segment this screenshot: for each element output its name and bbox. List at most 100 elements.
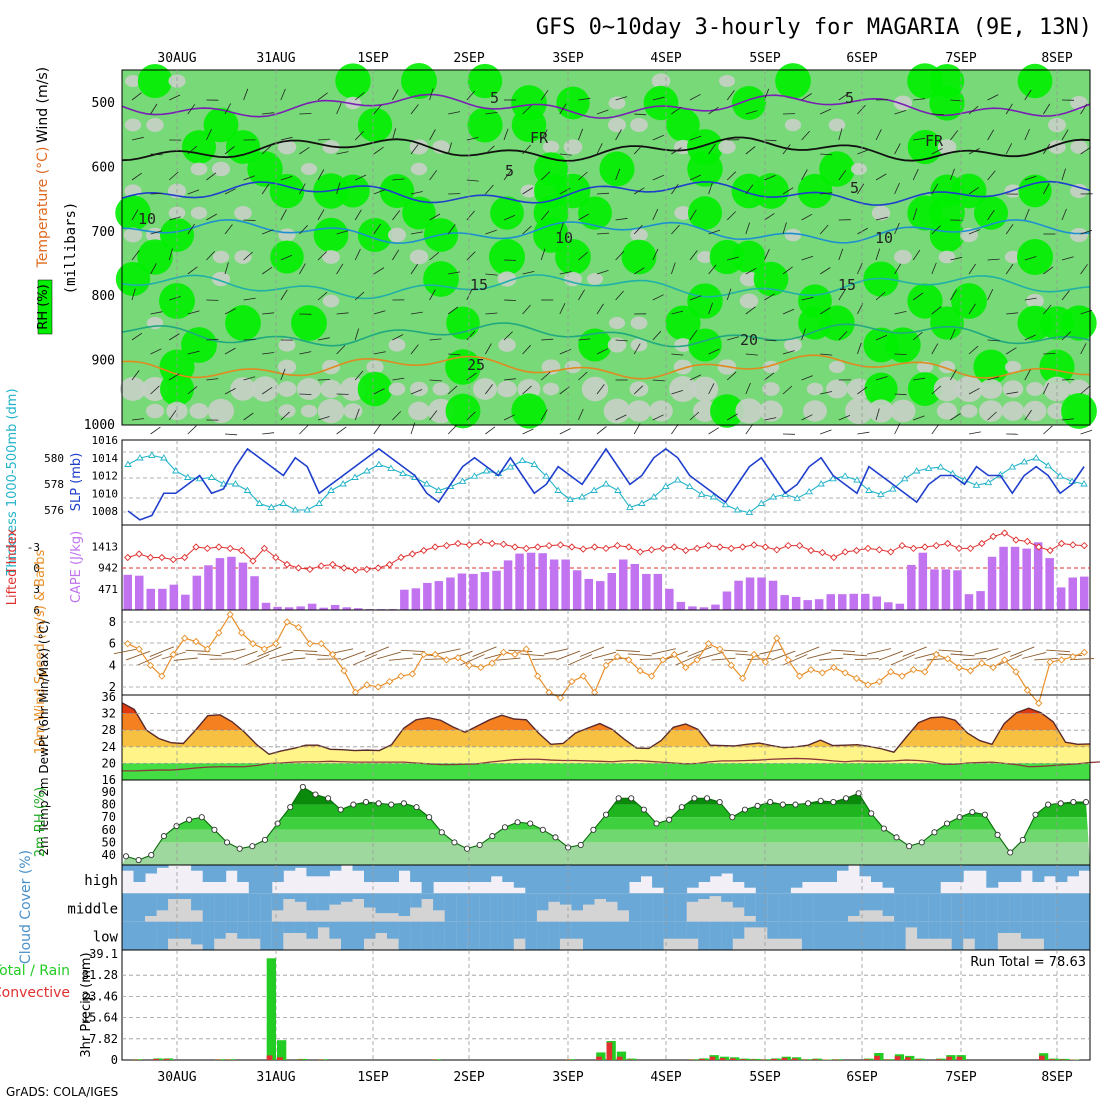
- wind-barb-37-7: [820, 391, 832, 395]
- lifted-index-point-49: [682, 546, 690, 555]
- wind-barb-12-3: [354, 209, 362, 221]
- cape-bar-68: [907, 564, 916, 610]
- wind-barb-29-8: [671, 423, 679, 435]
- thickness-point-64: [889, 485, 897, 492]
- wind-barb-18-1: [466, 137, 479, 141]
- cloud-low_pct-50: [698, 921, 711, 950]
- rh-point-23: [413, 804, 420, 811]
- cloud-middle_pct-bg-14: [283, 893, 296, 922]
- cloud-low_pct-bg-17: [317, 921, 330, 950]
- wind-barb-31-5: [708, 302, 713, 315]
- rh-patch-106: [542, 382, 560, 396]
- wind-barb-29-3: [671, 224, 680, 235]
- rh-point-2: [148, 851, 155, 859]
- rh-patch-49: [296, 377, 322, 401]
- cloud-middle_pct-49: [686, 893, 699, 902]
- wind-speed-point-84: [1080, 648, 1088, 656]
- thickness-point-57: [805, 487, 813, 495]
- cape-bar-60: [814, 599, 824, 610]
- wind-barb-11-8: [336, 426, 347, 435]
- surface-wind-barb-23: [388, 657, 413, 661]
- wind-axis-label: 10m Wind Speed (m/s) & Barbs: [33, 549, 48, 754]
- rh-point-9: [236, 845, 243, 852]
- cloud-high_pct-52: [721, 865, 734, 874]
- rh-patch-138: [673, 359, 693, 375]
- lifted-index-point-32: [488, 539, 496, 548]
- wind-speed-point-83: [1069, 653, 1077, 661]
- wind-speed-point-73: [955, 663, 963, 672]
- precip-tick-label-5: 0: [111, 1053, 118, 1067]
- thickness-point-32: [506, 463, 515, 470]
- precip-convective-bar-56: [699, 1058, 705, 1060]
- lifted-index-point-38: [556, 541, 565, 549]
- pressure-tick-label-3: 800: [92, 289, 115, 304]
- wind-barb-47-5: [1006, 312, 1019, 315]
- rh-patch-109: [555, 173, 591, 209]
- cloud-low_pct-18: [329, 921, 342, 939]
- wind-barb-44-8: [950, 413, 961, 421]
- rh-patch-20: [160, 372, 194, 406]
- wind-barb-33-0: [745, 110, 758, 115]
- wind-barb-19-7: [485, 384, 493, 395]
- cloud-middle_pct-43: [617, 893, 630, 911]
- contour-label-4: 5: [505, 162, 514, 180]
- wind-barb-39-0: [857, 104, 866, 115]
- lifted-index-point-53: [727, 544, 735, 553]
- wind-barb-22-3: [540, 210, 550, 221]
- precip-total-bar-17: [297, 1058, 307, 1060]
- cloud-low_pct-12: [260, 921, 273, 950]
- thickness-point-50: [721, 500, 730, 508]
- rh-tick-label-5: 40: [102, 848, 116, 862]
- wind-barb-34-2: [764, 175, 776, 181]
- surface-wind-barb-38: [567, 654, 593, 666]
- lifted-index-tick-label-3: 6: [33, 604, 40, 617]
- contour-label-1: 5: [845, 89, 854, 107]
- wind-speed-point-50: [693, 656, 701, 664]
- cloud-high_pct-32: [490, 865, 503, 877]
- wind-speed-point-19: [340, 667, 348, 675]
- rh-patch-210: [955, 375, 983, 403]
- wind-barb-50-1: [1061, 129, 1069, 141]
- wind-speed-point-0: [124, 640, 132, 648]
- cloud-middle_pct-58: [790, 893, 803, 922]
- cloud-high_pct-11: [248, 865, 261, 894]
- wind-barb-41-6: [894, 353, 907, 355]
- rh-patch-203: [930, 306, 964, 340]
- rh-point-48: [729, 814, 736, 821]
- pressure-tick-label-5: 1000: [84, 418, 115, 433]
- top-date-label-8: 7SEP: [945, 51, 976, 66]
- rh-point-64: [931, 829, 938, 836]
- rh-patch-17: [159, 218, 195, 252]
- rh-point-25: [438, 829, 445, 836]
- precip-tick-label-2: 23.46: [82, 989, 118, 1003]
- wind-barb-17-7: [447, 385, 458, 395]
- lifted-index-point-67: [887, 548, 895, 556]
- cloud-low_pct-27: [433, 921, 446, 950]
- rh-patch-13: [145, 403, 165, 419]
- wind-speed-point-75: [978, 659, 986, 667]
- rh-patch-188: [885, 327, 921, 363]
- wind-speed-point-64: [852, 674, 861, 682]
- precip-convective-bar-79: [936, 1059, 942, 1060]
- wind-barb-30-0: [689, 93, 701, 101]
- lifted-index-point-72: [944, 539, 952, 548]
- cape-bar-28: [446, 577, 455, 610]
- wind-barb-44-2: [950, 168, 955, 181]
- surface-wind-barb-19: [340, 650, 366, 661]
- bottom-date-label-8: 7SEP: [945, 1070, 976, 1085]
- surface-wind-barb-32: [496, 657, 521, 661]
- wind-barb-50-7: [1061, 379, 1075, 381]
- rh-point-10: [249, 843, 256, 850]
- rh-patch-69: [388, 227, 406, 243]
- rh-patch-214: [979, 378, 1003, 400]
- rh-patch-68: [379, 173, 415, 209]
- cape-tick-label-1: 942: [98, 562, 118, 575]
- precip-total-bar-15: [277, 1040, 287, 1060]
- thickness-point-72: [984, 478, 993, 486]
- top-date-label-7: 6SEP: [846, 51, 877, 66]
- cloud-low_pct-55: [755, 921, 768, 928]
- lifted-index-point-57: [773, 546, 781, 554]
- cross-section-frame: [121, 69, 1091, 426]
- cloud-middle_pct-20: [352, 893, 365, 899]
- wind-barb-28-4: [652, 248, 659, 261]
